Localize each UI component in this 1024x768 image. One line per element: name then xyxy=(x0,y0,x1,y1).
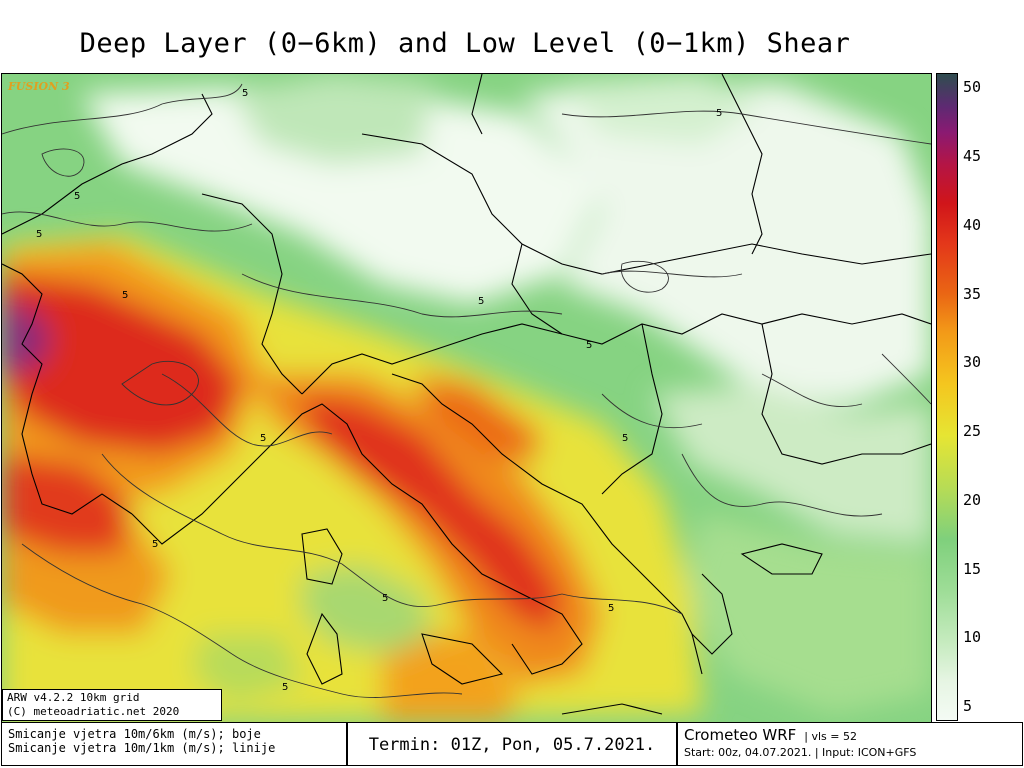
contour-label: 5 xyxy=(242,88,248,99)
contour-label: 5 xyxy=(36,229,42,240)
footer: Smicanje vjetra 10m/6km (m/s); boje Smic… xyxy=(0,722,1024,768)
colorbar-tick: 10 xyxy=(963,628,982,646)
colorbar xyxy=(936,73,958,721)
contour-label: 5 xyxy=(282,682,288,693)
contour-label: 5 xyxy=(716,108,722,119)
contour-labels: 5 5 5 5 5 5 5 5 5 5 5 5 5 xyxy=(36,88,722,693)
colorbar-tick: 30 xyxy=(963,353,982,371)
contour-label: 5 xyxy=(382,593,388,604)
vertical-levels: | vls = 52 xyxy=(804,730,857,743)
coastlines-borders xyxy=(2,74,931,715)
colorbar-tick: 45 xyxy=(963,147,982,165)
contour-label: 5 xyxy=(260,433,266,444)
model-name: Crometeo WRF xyxy=(684,726,797,744)
map-area[interactable]: 5 5 5 5 5 5 5 5 5 5 5 5 5 xyxy=(1,73,932,723)
legend-lines-line: Smicanje vjetra 10m/1km (m/s); linije xyxy=(8,741,276,755)
contour-label: 5 xyxy=(608,603,614,614)
contour-label: 5 xyxy=(586,340,592,351)
model-start-input: Start: 00z, 04.07.2021. | Input: ICON+GF… xyxy=(684,746,917,759)
chart-title: Deep Layer (0−6km) and Low Level (0−1km)… xyxy=(79,28,851,59)
contour-label: 5 xyxy=(478,296,484,307)
colorbar-tick: 15 xyxy=(963,560,982,578)
colorbar-tick: 40 xyxy=(963,216,982,234)
legend-colors-line: Smicanje vjetra 10m/6km (m/s); boje xyxy=(8,727,261,741)
contour-label: 5 xyxy=(74,191,80,202)
colorbar-tick: 5 xyxy=(963,697,973,715)
model-info-box: Crometeo WRF | vls = 52 Start: 00z, 04.07… xyxy=(677,722,1023,766)
colorbar-tick: 20 xyxy=(963,491,982,509)
model-credit-box: ARW v4.2.2 10km grid (C) meteoadriatic.n… xyxy=(2,689,222,721)
colorbar-tick: 35 xyxy=(963,285,982,303)
colorbar-tick: 25 xyxy=(963,422,982,440)
fusion-watermark: FUSION 3 xyxy=(8,80,70,93)
shear-contours xyxy=(2,83,931,698)
contour-label: 5 xyxy=(152,539,158,550)
shear-map: 5 5 5 5 5 5 5 5 5 5 5 5 5 xyxy=(2,74,931,722)
contour-label: 5 xyxy=(622,433,628,444)
colorbar-tick: 50 xyxy=(963,78,982,96)
shear-field-colors xyxy=(2,74,931,722)
forecast-time: Termin: 01Z, Pon, 05.7.2021. xyxy=(347,722,677,766)
model-version: ARW v4.2.2 10km grid xyxy=(7,691,140,704)
contour-label: 5 xyxy=(122,290,128,301)
legend-box: Smicanje vjetra 10m/6km (m/s); boje Smic… xyxy=(1,722,347,766)
copyright: (C) meteoadriatic.net 2020 xyxy=(7,705,180,718)
